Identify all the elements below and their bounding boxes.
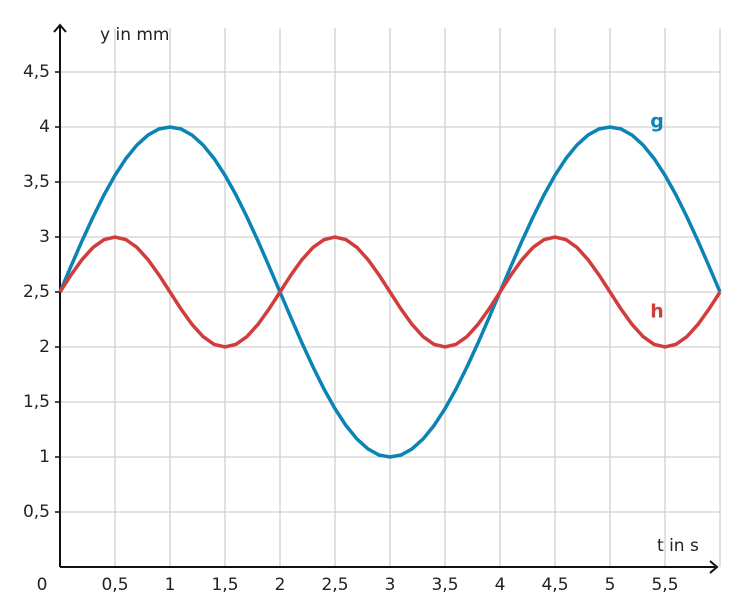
x-tick-label: 0,5 <box>101 575 128 595</box>
series-label: g <box>650 111 664 133</box>
x-tick-label: 3,5 <box>431 575 458 595</box>
y-axis <box>53 23 67 567</box>
series-line <box>58 125 722 459</box>
y-tick-label: 4,5 <box>23 62 50 82</box>
series-label: h <box>650 301 664 323</box>
x-tick-label: 5 <box>605 575 616 595</box>
y-tick-label: 0,5 <box>23 502 50 522</box>
y-tick-label: 2,5 <box>23 282 50 302</box>
x-axis <box>60 560 719 574</box>
x-tick-label: 1 <box>165 575 176 595</box>
y-tick-label: 3 <box>39 227 50 247</box>
x-tick-label: 5,5 <box>651 575 678 595</box>
x-axis-label: t in s <box>657 536 699 556</box>
y-tick-label: 2 <box>39 337 50 357</box>
x-tick-label: 4,5 <box>541 575 568 595</box>
y-tick-label: 1,5 <box>23 392 50 412</box>
y-tick-label: 1 <box>39 447 50 467</box>
x-tick-label: 2 <box>275 575 286 595</box>
x-tick-label: 1,5 <box>211 575 238 595</box>
y-axis-label: y in mm <box>100 25 170 45</box>
x-tick-label: 2,5 <box>321 575 348 595</box>
y-tick-label: 4 <box>39 117 50 137</box>
x-tick-label: 4 <box>495 575 506 595</box>
x-tick-label: 3 <box>385 575 396 595</box>
y-tick-label: 3,5 <box>23 172 50 192</box>
series-line <box>58 235 722 349</box>
x-tick-label: 0 <box>37 575 48 595</box>
